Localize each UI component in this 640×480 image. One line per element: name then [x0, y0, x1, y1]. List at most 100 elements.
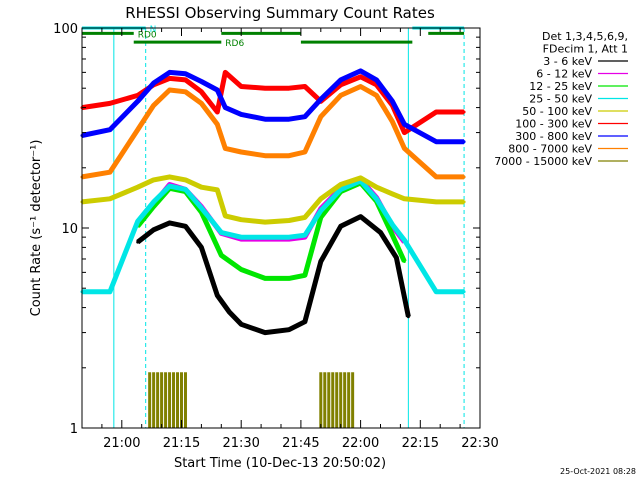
- legend-label-25-50-kev: 25 - 50 keV: [529, 93, 592, 106]
- data-point-12-25-kev-8: [263, 276, 267, 280]
- flag-label-rd0: RD0: [138, 30, 157, 40]
- data-point-50-100-kev-3: [136, 185, 140, 189]
- data-point-100-300-kev-21: [462, 110, 466, 114]
- data-point-300-800-kev-18: [390, 99, 394, 103]
- data-point-50-100-kev-20: [434, 200, 438, 204]
- data-point-300-800-kev-7: [199, 80, 203, 84]
- data-point-800-7000-kev-17: [375, 93, 379, 97]
- flag-bar-rd0-1: [82, 31, 134, 35]
- series-3-6-kev: [136, 214, 411, 336]
- data-point-3-6-kev-16: [394, 256, 398, 260]
- series-50-100-kev: [80, 174, 466, 225]
- chart-title: RHESSI Observing Summary Count Rates: [125, 4, 435, 22]
- data-point-300-800-kev-9: [223, 106, 227, 110]
- data-point-300-800-kev-8: [215, 88, 219, 92]
- data-point-50-100-kev-14: [319, 197, 323, 201]
- data-point-800-7000-kev-3: [136, 128, 140, 132]
- flag-bar-rd6-2: [300, 40, 413, 44]
- data-point-3-6-kev-15: [379, 230, 382, 234]
- data-point-25-50-kev-18: [402, 238, 406, 242]
- data-point-100-300-kev-6: [183, 78, 187, 82]
- y-tick-label-100: 100: [53, 22, 78, 37]
- data-point-3-6-kev-2: [152, 228, 156, 232]
- data-point-25-50-kev-6: [183, 187, 187, 191]
- data-point-50-100-kev-12: [287, 219, 291, 223]
- x-axis-label: Start Time (10-Dec-13 20:50:02): [174, 456, 386, 471]
- data-spike-7000-15000-kev-17: [343, 372, 347, 428]
- data-layer: [80, 28, 466, 428]
- data-point-3-6-kev-3: [168, 221, 172, 225]
- legend-label-12-25-kev: 12 - 25 keV: [529, 80, 592, 93]
- flag-bar-rd0-3: [428, 31, 465, 35]
- data-point-100-300-kev-16: [359, 75, 363, 79]
- data-point-25-50-kev-9: [239, 235, 243, 239]
- data-point-50-100-kev-8: [215, 188, 219, 192]
- data-point-300-800-kev-2: [108, 128, 112, 132]
- data-point-50-100-kev-21: [462, 200, 466, 204]
- data-point-25-50-kev-4: [152, 200, 156, 204]
- data-spike-7000-15000-kev-18: [347, 372, 351, 428]
- data-point-3-6-kev-7: [227, 310, 231, 314]
- data-point-800-7000-kev-16: [359, 84, 363, 88]
- series-100-300-kev: [80, 69, 466, 136]
- series-300-800-kev: [80, 68, 466, 145]
- data-spike-7000-15000-kev-3: [156, 372, 160, 428]
- flag-label-rd6: RD6: [225, 39, 244, 49]
- data-point-100-300-kev-11: [263, 86, 267, 90]
- axis-layer: 1 10 100 21:00 21:15 21:30 21:45 22:00 22:15 22:3…: [53, 22, 499, 451]
- data-point-300-800-kev-15: [339, 78, 343, 82]
- data-point-50-100-kev-2: [108, 197, 112, 201]
- data-point-300-800-kev-3: [136, 99, 140, 103]
- data-spike-7000-15000-kev-6: [168, 372, 172, 428]
- data-spike-7000-15000-kev-2: [152, 372, 156, 428]
- data-point-3-6-kev-14: [359, 215, 363, 219]
- data-point-100-300-kev-12: [287, 86, 291, 90]
- x-tick-label-2130: 21:30: [222, 436, 259, 451]
- data-point-12-25-kev-10: [303, 273, 307, 277]
- data-spike-7000-15000-kev-4: [160, 372, 164, 428]
- data-point-800-7000-kev-2: [108, 170, 112, 174]
- series-25-50-kev: [80, 178, 466, 295]
- data-point-25-50-kev-13: [319, 209, 323, 213]
- data-point-3-6-kev-5: [199, 245, 203, 249]
- series-7000-15000-kev: [148, 372, 355, 428]
- data-point-100-300-kev-3: [136, 93, 140, 97]
- legend-label-6-12-kev: 6 - 12 keV: [536, 68, 592, 81]
- data-point-300-800-kev-17: [375, 78, 379, 82]
- data-point-25-50-kev-12: [303, 233, 307, 237]
- data-point-300-800-kev-16: [359, 69, 363, 73]
- flag-label-n: N: [150, 25, 157, 35]
- data-point-300-800-kev-19: [402, 122, 406, 126]
- data-point-300-800-kev-10: [239, 112, 243, 116]
- x-tick-label-2215: 22:15: [402, 436, 439, 451]
- x-tick-label-2115: 21:15: [163, 436, 200, 451]
- x-tick-label-2100: 21:00: [103, 436, 140, 451]
- data-point-800-7000-kev-8: [215, 122, 219, 126]
- data-point-3-6-kev-13: [339, 224, 343, 228]
- data-point-25-50-kev-19: [434, 290, 438, 294]
- data-point-25-50-kev-14: [339, 187, 343, 191]
- data-point-50-100-kev-9: [223, 214, 227, 218]
- data-point-25-50-kev-7: [199, 206, 203, 210]
- timestamp: 25-Oct-2021 08:28: [560, 467, 636, 476]
- data-point-50-100-kev-7: [199, 185, 203, 189]
- legend-label-7000-15000-kev: 7000 - 15000 keV: [494, 155, 592, 168]
- data-point-3-6-kev-11: [303, 320, 307, 324]
- legend-label-100-300-kev: 100 - 300 keV: [515, 118, 592, 131]
- data-point-800-7000-kev-15: [339, 93, 343, 97]
- legend-label-300-800-kev: 300 - 800 keV: [515, 130, 592, 143]
- data-point-800-7000-kev-7: [199, 101, 203, 105]
- data-point-300-800-kev-13: [303, 115, 307, 119]
- data-point-3-6-kev-9: [263, 331, 267, 335]
- data-point-25-50-kev-17: [390, 223, 394, 227]
- data-point-100-300-kev-8: [215, 110, 219, 114]
- data-point-300-800-kev-14: [319, 97, 323, 101]
- data-spike-7000-15000-kev-16: [339, 372, 343, 428]
- data-point-300-800-kev-5: [168, 70, 172, 74]
- data-point-25-50-kev-3: [136, 219, 140, 223]
- flag-bar-rd6-1: [133, 40, 222, 44]
- data-point-25-50-kev-5: [168, 184, 172, 188]
- data-point-300-800-kev-21: [462, 140, 466, 144]
- legend: Det 1,3,4,5,6,9,FDecim 1, Att 13 - 6 keV…: [494, 30, 628, 168]
